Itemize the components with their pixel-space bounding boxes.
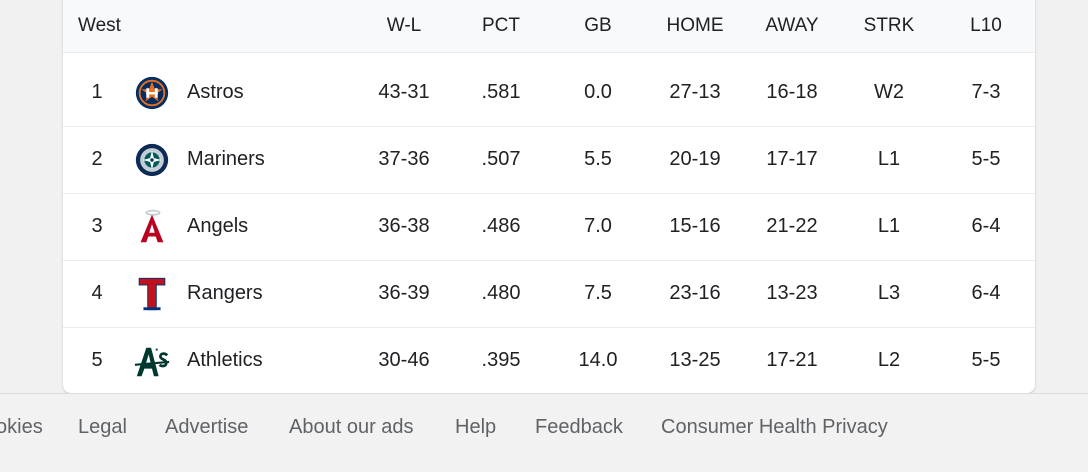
table-row-angels[interactable]: 3 Angels 36-38 .486 7.0 15-16 21-22 L1 6…: [63, 193, 1035, 261]
l10-value: 5-5: [971, 148, 1001, 170]
footer-link-help[interactable]: Help: [455, 416, 497, 438]
team-name[interactable]: Angels: [187, 215, 249, 237]
rank: 2: [91, 148, 103, 170]
pct-value: .581: [481, 81, 521, 103]
gb-value: 14.0: [578, 349, 618, 371]
pct-value: .395: [481, 349, 521, 371]
standings-card: West W-L PCT GB HOME AWAY STRK L10 1 Ast…: [63, 0, 1035, 393]
header-strk: STRK: [863, 15, 915, 36]
strk-value: L3: [877, 282, 901, 304]
header-away: AWAY: [765, 15, 819, 36]
gb-value: 7.0: [584, 215, 612, 237]
table-row-rangers[interactable]: 4 Rangers 36-39 .480 7.5 23-16 13-23 L3 …: [63, 260, 1035, 328]
home-value: 23-16: [669, 282, 721, 304]
rank: 1: [91, 81, 103, 103]
footer-link-legal[interactable]: Legal: [78, 416, 127, 438]
l10-value: 7-3: [971, 81, 1001, 103]
footer-link-about-our-ads[interactable]: About our ads: [289, 416, 414, 438]
header-l10: L10: [970, 15, 1002, 36]
team-name[interactable]: Astros: [187, 81, 244, 103]
footer-link-consumer-health-privacy[interactable]: Consumer Health Privacy: [661, 416, 888, 438]
pct-value: .486: [481, 215, 521, 237]
gb-value: 0.0: [584, 81, 612, 103]
strk-value: W2: [874, 81, 904, 103]
team-name[interactable]: Mariners: [187, 148, 265, 170]
rangers-logo-icon: [132, 260, 172, 327]
home-value: 20-19: [669, 148, 721, 170]
mariners-logo-icon: [132, 126, 172, 193]
angels-logo-icon: [132, 193, 172, 260]
away-value: 21-22: [766, 215, 818, 237]
wl-value: 36-38: [378, 215, 430, 237]
astros-logo-icon: [132, 59, 172, 126]
rank: 5: [91, 349, 103, 371]
header-gb: GB: [584, 15, 612, 36]
rank: 3: [91, 215, 103, 237]
team-name[interactable]: Athletics: [187, 349, 263, 371]
wl-value: 43-31: [378, 81, 430, 103]
strk-value: L1: [877, 148, 901, 170]
away-value: 17-17: [766, 148, 818, 170]
away-value: 13-23: [766, 282, 818, 304]
wl-value: 36-39: [378, 282, 430, 304]
gb-value: 7.5: [584, 282, 612, 304]
table-row-athletics[interactable]: 5 Athletics 30-46 .395 14.0 13-25 17-21 …: [63, 327, 1035, 393]
footer-link-cookies[interactable]: okies: [0, 416, 43, 438]
home-value: 27-13: [669, 81, 721, 103]
table-row-astros[interactable]: 1 Astros 43-31 .581 0.0 27-13 16-18 W2 7…: [63, 59, 1035, 127]
wl-value: 30-46: [378, 349, 430, 371]
pct-value: .507: [481, 148, 521, 170]
header-home: HOME: [666, 15, 724, 36]
pct-value: .480: [481, 282, 521, 304]
rank: 4: [91, 282, 103, 304]
home-value: 15-16: [669, 215, 721, 237]
division-label: West: [78, 15, 121, 36]
home-value: 13-25: [669, 349, 721, 371]
page-footer: okies Legal Advertise About our ads Help…: [0, 393, 1088, 472]
header-pct: PCT: [482, 15, 520, 36]
table-row-mariners[interactable]: 2 Mariners 37-36 .507 5.5 20-19 17-17 L1…: [63, 126, 1035, 194]
l10-value: 6-4: [971, 282, 1001, 304]
away-value: 16-18: [766, 81, 818, 103]
standings-header-row: West W-L PCT GB HOME AWAY STRK L10: [63, 0, 1035, 53]
strk-value: L1: [877, 215, 901, 237]
footer-link-advertise[interactable]: Advertise: [165, 416, 249, 438]
l10-value: 5-5: [971, 349, 1001, 371]
header-wl: W-L: [386, 15, 422, 36]
strk-value: L2: [877, 349, 901, 371]
l10-value: 6-4: [971, 215, 1001, 237]
footer-link-feedback[interactable]: Feedback: [535, 416, 623, 438]
athletics-logo-icon: [132, 327, 172, 393]
gb-value: 5.5: [584, 148, 612, 170]
team-name[interactable]: Rangers: [187, 282, 263, 304]
wl-value: 37-36: [378, 148, 430, 170]
away-value: 17-21: [766, 349, 818, 371]
